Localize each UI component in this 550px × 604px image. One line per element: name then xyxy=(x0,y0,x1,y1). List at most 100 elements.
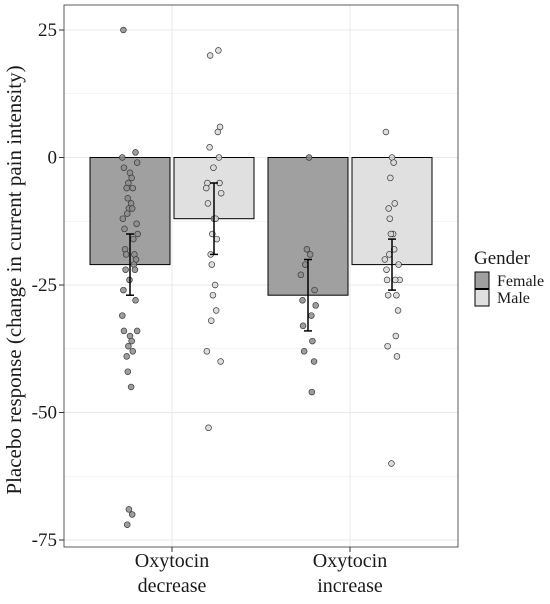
data-point xyxy=(124,195,132,202)
data-point xyxy=(384,342,391,350)
data-point xyxy=(123,521,131,528)
data-point xyxy=(134,230,141,238)
data-point xyxy=(217,358,224,365)
data-point xyxy=(387,230,395,238)
data-point xyxy=(205,424,212,432)
data-point xyxy=(204,200,212,207)
legend-title: Gender xyxy=(474,248,531,269)
data-point xyxy=(208,261,216,268)
data-point xyxy=(122,251,130,258)
data-point xyxy=(125,506,133,513)
data-point xyxy=(388,460,395,467)
y-axis: 25 0 -25 -50 -75 xyxy=(32,20,64,551)
x-tick-label: decrease xyxy=(138,575,207,597)
data-point xyxy=(210,164,217,171)
data-point xyxy=(392,332,400,340)
y-tick-label: -75 xyxy=(32,530,57,551)
data-point xyxy=(124,368,132,375)
data-point xyxy=(131,266,139,273)
y-tick-label: 25 xyxy=(38,20,57,41)
data-point xyxy=(203,184,210,192)
data-point xyxy=(308,388,316,396)
y-axis-label: Placebo response (change in current pain… xyxy=(2,65,26,494)
data-point xyxy=(123,353,130,360)
data-point xyxy=(206,144,213,151)
data-point xyxy=(303,246,311,253)
data-point xyxy=(215,154,223,161)
data-point xyxy=(125,342,132,350)
data-point xyxy=(392,276,399,284)
data-point xyxy=(120,286,127,294)
legend-key-female xyxy=(474,271,490,290)
data-point xyxy=(129,184,137,192)
data-point xyxy=(394,307,402,314)
data-point xyxy=(214,128,222,136)
data-point xyxy=(311,286,318,294)
data-point xyxy=(310,358,318,365)
legend-key-male xyxy=(474,288,490,307)
data-point xyxy=(132,149,139,156)
jitter-points xyxy=(119,26,403,528)
error-bars xyxy=(126,182,396,332)
data-point xyxy=(383,266,390,273)
data-point xyxy=(393,353,401,360)
y-tick-label: -50 xyxy=(32,403,57,424)
data-point xyxy=(308,312,315,319)
data-point xyxy=(300,348,308,355)
legend-label-female: Female xyxy=(497,273,544,290)
data-point xyxy=(395,261,402,268)
data-point xyxy=(305,154,313,161)
data-point xyxy=(385,205,392,212)
data-point xyxy=(133,220,140,228)
data-point xyxy=(132,297,139,304)
data-point xyxy=(123,184,130,192)
data-point xyxy=(383,276,391,284)
legend-label-male: Male xyxy=(497,290,530,307)
data-point xyxy=(203,348,211,355)
data-point xyxy=(384,291,392,299)
data-point xyxy=(128,511,136,518)
data-point xyxy=(129,348,137,355)
data-point xyxy=(306,251,314,258)
data-point xyxy=(128,205,136,212)
data-point xyxy=(120,327,128,335)
data-point xyxy=(206,52,214,59)
data-point xyxy=(297,271,305,279)
data-point xyxy=(299,297,306,304)
data-point xyxy=(391,200,399,207)
x-tick-label: increase xyxy=(317,575,383,597)
data-point xyxy=(122,266,129,273)
x-axis: Oxytocin decrease Oxytocin increase xyxy=(135,547,387,597)
data-point xyxy=(217,189,225,197)
y-tick-label: -25 xyxy=(32,275,57,296)
data-point xyxy=(299,322,307,330)
data-point xyxy=(119,154,126,161)
data-point xyxy=(130,235,137,243)
data-point xyxy=(211,281,219,289)
data-point xyxy=(312,302,319,309)
data-point xyxy=(215,47,222,54)
data-point xyxy=(128,337,135,345)
data-point xyxy=(208,317,215,324)
data-point xyxy=(119,312,126,319)
data-point xyxy=(393,291,400,299)
data-point xyxy=(209,291,217,299)
data-point xyxy=(120,164,128,171)
x-tick-label: Oxytocin xyxy=(135,550,209,572)
data-point xyxy=(133,159,141,166)
data-point xyxy=(127,383,135,391)
data-point xyxy=(390,159,397,166)
data-point xyxy=(123,210,131,217)
data-point xyxy=(119,215,127,222)
y-tick-label: 0 xyxy=(48,148,58,169)
data-point xyxy=(382,128,390,136)
data-point xyxy=(309,337,316,345)
data-point xyxy=(121,225,128,233)
panel-border xyxy=(63,4,459,548)
data-point xyxy=(120,26,127,34)
data-point xyxy=(212,307,220,314)
